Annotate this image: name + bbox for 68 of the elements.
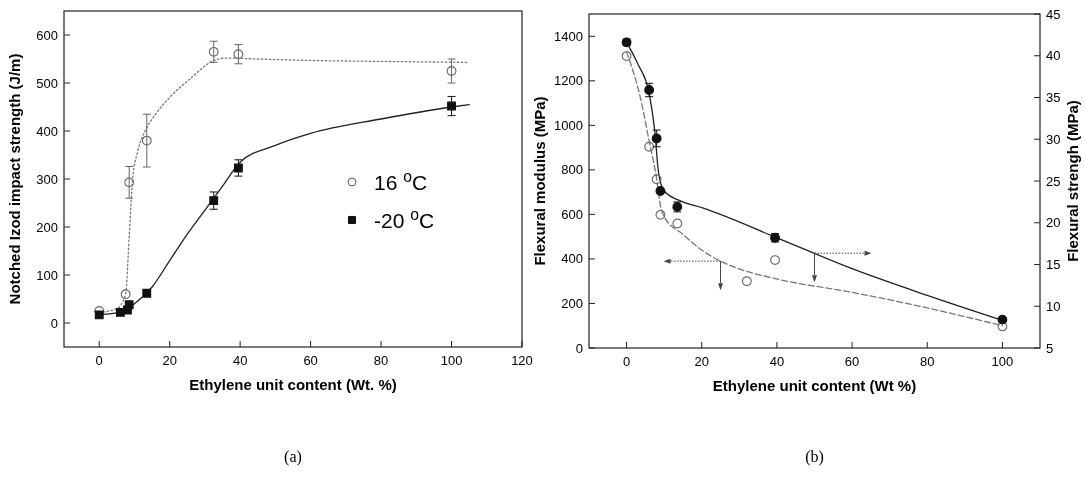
point bbox=[651, 174, 662, 185]
y-tick-label: 800 bbox=[561, 162, 583, 178]
y-tick-label: 0 bbox=[575, 340, 583, 356]
y2-tick-label: 40 bbox=[1046, 48, 1061, 64]
y2-tick-label: 35 bbox=[1046, 90, 1061, 105]
x-tick-label: 100 bbox=[991, 354, 1014, 369]
point bbox=[208, 46, 219, 57]
point bbox=[124, 300, 134, 310]
point bbox=[997, 314, 1008, 325]
point bbox=[94, 310, 104, 320]
y2-tick-label: 5 bbox=[1046, 340, 1054, 356]
point bbox=[142, 288, 152, 298]
x-tick-label: 80 bbox=[920, 354, 935, 369]
point bbox=[124, 177, 135, 188]
y-tick-label: 500 bbox=[36, 75, 58, 91]
point bbox=[644, 141, 655, 152]
point bbox=[672, 218, 683, 229]
y-tick-label: 600 bbox=[36, 27, 58, 43]
y-tick-label: 200 bbox=[36, 219, 58, 235]
point bbox=[655, 209, 666, 220]
x-tick-label: 0 bbox=[622, 354, 631, 369]
x-tick-label: 20 bbox=[694, 354, 709, 369]
legend-label: 16 $^{o}$C bbox=[374, 167, 428, 194]
y-tick-label: 200 bbox=[561, 295, 583, 311]
x-tick-label: 40 bbox=[232, 353, 248, 368]
point bbox=[621, 51, 632, 61]
point bbox=[233, 163, 243, 173]
x-tick-label: 0 bbox=[95, 353, 103, 368]
point bbox=[209, 196, 219, 206]
x-tick-label: 100 bbox=[440, 353, 463, 368]
x-tick-label: 120 bbox=[511, 353, 533, 368]
point bbox=[233, 49, 244, 60]
point bbox=[651, 133, 662, 144]
y2-tick-label: 25 bbox=[1046, 173, 1061, 189]
y-tick-label: 0 bbox=[50, 315, 58, 331]
point bbox=[120, 289, 131, 300]
x-axis-title: Ethylene unit content (Wt. %) bbox=[189, 376, 397, 393]
y2-axis-title: Flexural strengh (MPa) bbox=[1064, 100, 1081, 262]
x-tick-label: 60 bbox=[303, 353, 318, 368]
point bbox=[741, 276, 752, 287]
point bbox=[446, 66, 457, 76]
y-tick-label: 100 bbox=[36, 267, 58, 283]
y-tick-label: 1200 bbox=[554, 73, 583, 89]
point bbox=[447, 101, 456, 111]
y-tick-label: 1400 bbox=[554, 28, 583, 44]
x-tick-label: 80 bbox=[373, 353, 389, 368]
y2-tick-label: 10 bbox=[1046, 298, 1061, 314]
x-tick-label: 60 bbox=[844, 354, 860, 369]
y-axis-title: Flexural modulus (MPa) bbox=[531, 96, 548, 266]
y-tick-label: 400 bbox=[561, 251, 583, 267]
y-tick-label: 400 bbox=[36, 123, 58, 139]
text: (b) bbox=[805, 448, 824, 466]
legend-label: -20 $^{o}$C bbox=[374, 205, 435, 232]
x-axis-title: Ethylene unit content (Wt %) bbox=[712, 377, 917, 394]
y-tick-label: 600 bbox=[561, 206, 583, 222]
point bbox=[141, 135, 152, 146]
y-tick-label: 300 bbox=[36, 171, 58, 187]
text: (a) bbox=[284, 448, 302, 466]
y2-tick-label: 15 bbox=[1046, 257, 1061, 272]
point bbox=[655, 186, 666, 196]
y-axis-title: Notched Izod impact strength (J/m) bbox=[6, 53, 23, 305]
x-tick-label: 40 bbox=[769, 354, 785, 369]
y2-tick-label: 30 bbox=[1046, 131, 1061, 147]
y2-tick-label: 20 bbox=[1046, 215, 1061, 231]
x-tick-label: 20 bbox=[162, 353, 177, 368]
y-tick-label: 1000 bbox=[554, 117, 583, 133]
y2-tick-label: 45 bbox=[1046, 6, 1061, 22]
point bbox=[770, 255, 780, 265]
